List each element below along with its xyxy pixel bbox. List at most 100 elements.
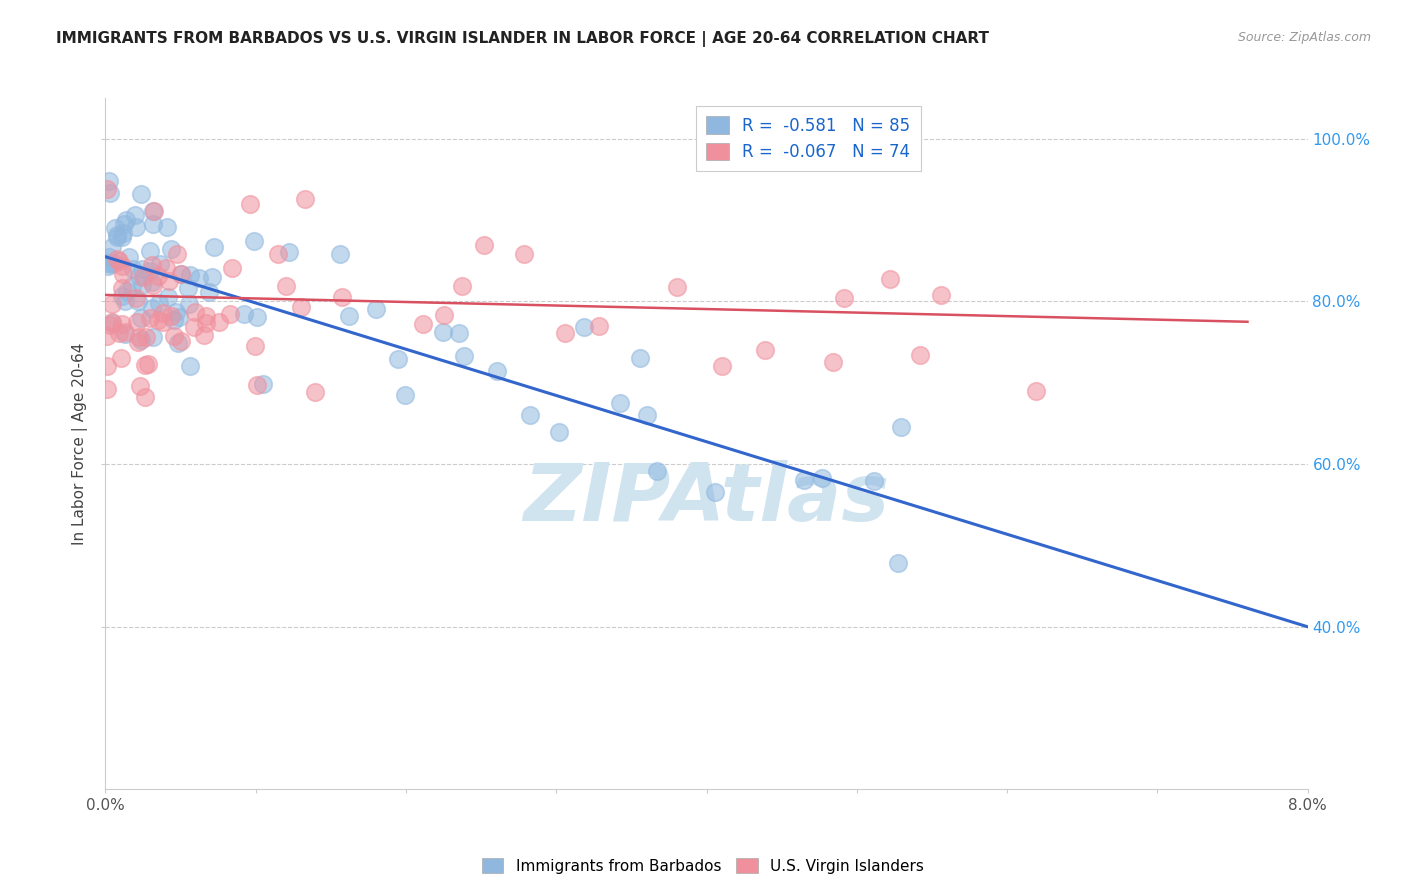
Point xyxy=(101,297,124,311)
Point xyxy=(879,272,901,286)
Point xyxy=(110,351,132,366)
Point xyxy=(519,409,541,423)
Point xyxy=(793,473,815,487)
Point xyxy=(108,253,131,268)
Point xyxy=(135,330,157,344)
Point xyxy=(710,359,733,373)
Point xyxy=(554,326,576,341)
Point xyxy=(132,269,155,284)
Point xyxy=(134,358,156,372)
Point xyxy=(146,313,169,327)
Point xyxy=(187,271,209,285)
Point xyxy=(96,359,118,374)
Point xyxy=(96,182,118,196)
Point xyxy=(103,256,125,270)
Point xyxy=(111,230,134,244)
Point xyxy=(125,220,148,235)
Point xyxy=(111,289,134,303)
Point xyxy=(486,364,509,378)
Point xyxy=(129,334,152,348)
Point xyxy=(115,285,138,299)
Point xyxy=(98,186,121,201)
Point xyxy=(155,261,177,276)
Point xyxy=(821,354,844,368)
Point xyxy=(177,296,200,310)
Point xyxy=(387,351,409,366)
Point xyxy=(141,275,163,289)
Point xyxy=(665,279,688,293)
Point xyxy=(121,279,143,293)
Point xyxy=(432,308,454,322)
Point xyxy=(115,213,138,227)
Point xyxy=(97,259,120,273)
Point xyxy=(96,328,118,343)
Point xyxy=(163,313,186,327)
Point xyxy=(127,293,149,308)
Point xyxy=(548,425,571,440)
Point xyxy=(232,307,254,321)
Point xyxy=(98,318,121,332)
Point xyxy=(100,315,122,329)
Point xyxy=(246,378,269,392)
Point xyxy=(98,250,121,264)
Point xyxy=(112,217,135,231)
Point xyxy=(890,420,912,434)
Point xyxy=(142,330,165,344)
Point xyxy=(128,329,150,343)
Point xyxy=(114,325,136,339)
Point xyxy=(221,261,243,276)
Point xyxy=(304,385,326,400)
Point xyxy=(208,315,231,329)
Point xyxy=(160,310,183,324)
Legend: R =  -0.581   N = 85, R =  -0.067   N = 74: R = -0.581 N = 85, R = -0.067 N = 74 xyxy=(696,106,921,171)
Point xyxy=(218,307,240,321)
Point xyxy=(114,326,136,341)
Point xyxy=(129,186,152,201)
Point xyxy=(194,316,217,330)
Point xyxy=(513,247,536,261)
Point xyxy=(118,251,141,265)
Point xyxy=(128,379,150,393)
Point xyxy=(1025,384,1047,399)
Point xyxy=(139,264,162,278)
Point xyxy=(111,267,134,281)
Point xyxy=(148,296,170,310)
Point xyxy=(142,217,165,231)
Point xyxy=(170,267,193,281)
Point xyxy=(366,301,388,316)
Point xyxy=(294,192,316,206)
Point xyxy=(267,246,290,260)
Point xyxy=(863,475,886,489)
Point xyxy=(412,317,434,331)
Point xyxy=(141,259,163,273)
Point xyxy=(97,256,120,270)
Point xyxy=(274,279,297,293)
Point xyxy=(628,351,651,365)
Point xyxy=(177,280,200,294)
Point xyxy=(636,408,658,422)
Point xyxy=(157,274,180,288)
Point xyxy=(129,310,152,325)
Point xyxy=(246,310,269,325)
Point xyxy=(114,293,136,308)
Point xyxy=(451,279,474,293)
Point xyxy=(432,325,454,339)
Point xyxy=(202,240,225,254)
Point xyxy=(139,311,162,326)
Point xyxy=(609,395,631,409)
Point xyxy=(128,268,150,283)
Point xyxy=(111,318,134,332)
Point xyxy=(908,348,931,362)
Point xyxy=(134,390,156,404)
Point xyxy=(337,309,360,323)
Point xyxy=(142,204,165,219)
Point xyxy=(834,291,856,305)
Point xyxy=(179,359,201,374)
Point xyxy=(125,315,148,329)
Point xyxy=(243,339,266,353)
Y-axis label: In Labor Force | Age 20-64: In Labor Force | Age 20-64 xyxy=(72,343,89,545)
Point xyxy=(166,246,188,260)
Point xyxy=(472,238,495,252)
Point xyxy=(156,290,179,304)
Point xyxy=(170,268,193,282)
